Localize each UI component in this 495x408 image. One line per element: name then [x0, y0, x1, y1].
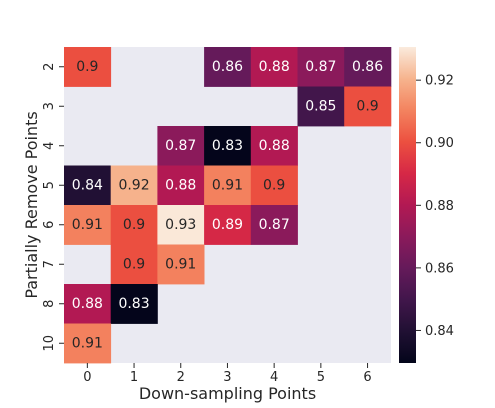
cell-value-label: 0.83: [118, 296, 149, 312]
heatmap-cell: [250, 165, 298, 206]
heatmap-cell: [64, 47, 112, 87]
colorbar-ticks: 0.84 0.86 0.88 0.90 0.92: [416, 74, 454, 339]
cell-value-label: 0.9: [356, 98, 378, 114]
heatmap-cell: [250, 47, 298, 87]
y-tick-label: 8: [42, 300, 57, 308]
heatmap-cell: [157, 244, 205, 285]
y-tick-label: 7: [42, 260, 57, 268]
cell-value-label: 0.89: [212, 217, 243, 233]
cell-value-label: 0.86: [212, 59, 243, 75]
y-tick-label: 4: [42, 142, 57, 150]
cell-value-label: 0.91: [72, 335, 103, 351]
y-tick-label: 5: [42, 181, 57, 189]
heatmap-cell: [344, 47, 392, 87]
colorbar-tick-label: 0.88: [425, 199, 454, 214]
heatmap-cell: [110, 244, 158, 285]
cell-value-label: 0.91: [165, 256, 196, 272]
heatmap-cell: [64, 323, 112, 364]
cell-value-label: 0.83: [212, 138, 243, 154]
cell-value-label: 0.88: [259, 59, 290, 75]
cell-value-label: 0.9: [123, 256, 145, 272]
cell-value-label: 0.88: [72, 296, 103, 312]
x-tick-label: 3: [223, 370, 231, 385]
cell-value-label: 0.91: [212, 177, 243, 193]
heatmap-cell: [64, 205, 112, 245]
heatmap-cell: [157, 165, 205, 206]
heatmap-cell: [297, 86, 345, 127]
x-axis-label: Down-sampling Points: [139, 384, 316, 403]
x-tick-label: 4: [270, 370, 278, 385]
cell-value-label: 0.9: [123, 217, 145, 233]
cell-value-label: 0.92: [118, 177, 149, 193]
heatmap-cell: [344, 86, 392, 127]
heatmap-cell: [157, 205, 205, 245]
cell-value-label: 0.93: [165, 217, 196, 233]
y-axis-label: Partially Remove Points: [22, 111, 41, 298]
cell-value-label: 0.9: [76, 59, 98, 75]
y-tick-label: 6: [42, 221, 57, 229]
x-tick-label: 2: [177, 370, 185, 385]
cell-value-label: 0.86: [352, 59, 383, 75]
colorbar-tick-label: 0.90: [425, 136, 454, 151]
colorbar: [399, 47, 416, 363]
colorbar-tick-label: 0.84: [425, 324, 454, 339]
y-tick-label: 3: [42, 102, 57, 110]
heatmap-cell: [204, 47, 252, 87]
x-axis-ticks: 0 1 2 3 4 5 6: [83, 363, 372, 385]
heatmap-cell: [250, 126, 298, 166]
heatmap-cell: [204, 205, 252, 245]
y-tick-label: 10: [42, 335, 57, 352]
heatmap-cell: [64, 284, 112, 324]
cell-value-label: 0.91: [72, 217, 103, 233]
cell-annotations: 0.9 0.86 0.88 0.87 0.86 0.85 0.9 0.87 0.83 0.88 0.…: [72, 59, 383, 352]
x-tick-label: 5: [317, 370, 325, 385]
heatmap-cell: [110, 284, 158, 324]
cell-value-label: 0.87: [305, 59, 336, 75]
cell-value-label: 0.9: [263, 177, 285, 193]
y-axis-ticks: 2 3 4 5 6 7 8 10: [42, 63, 64, 352]
heatmap-cell: [204, 165, 252, 206]
y-tick-label: 2: [42, 63, 57, 71]
x-tick-label: 1: [130, 370, 138, 385]
cell-value-label: 0.85: [305, 98, 336, 114]
x-tick-label: 6: [363, 370, 371, 385]
cell-value-label: 0.87: [165, 138, 196, 154]
heatmap-cell: [204, 126, 252, 166]
heatmap-cells: [64, 47, 392, 364]
cell-value-label: 0.88: [165, 177, 196, 193]
x-tick-label: 0: [83, 370, 91, 385]
heatmap-cell: [64, 165, 112, 206]
cell-value-label: 0.88: [259, 138, 290, 154]
heatmap-cell: [297, 47, 345, 87]
cell-value-label: 0.84: [72, 177, 103, 193]
colorbar-tick-label: 0.92: [425, 74, 454, 89]
heatmap-cell: [157, 126, 205, 166]
heatmap-cell: [250, 205, 298, 245]
heatmap-cell: [110, 165, 158, 206]
colorbar-tick-label: 0.86: [425, 261, 454, 276]
cell-value-label: 0.87: [259, 217, 290, 233]
heatmap-cell: [110, 205, 158, 245]
